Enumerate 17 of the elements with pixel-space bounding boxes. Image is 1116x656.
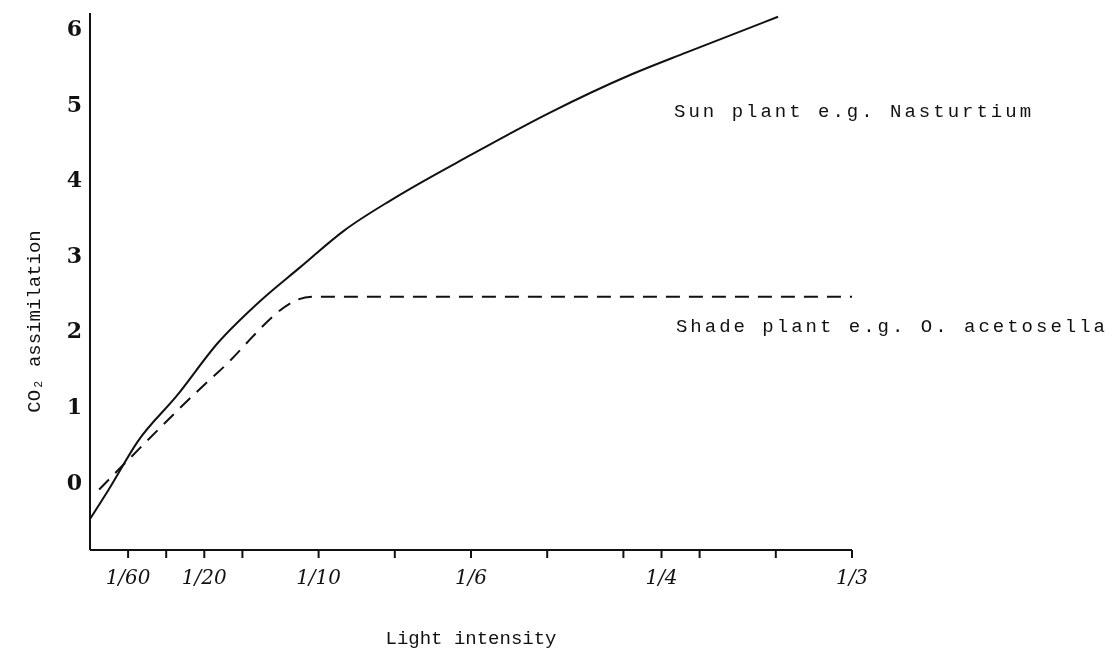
x-tick-label: 1/6 (454, 565, 488, 589)
series-label: Shade plant e.g. O. acetosella (675, 315, 1108, 338)
x-tick-label: 1/60 (105, 565, 151, 589)
x-tick-label: 1/3 (835, 565, 869, 589)
x-tick-label: 1/20 (181, 565, 228, 589)
x-tick-label: 1/10 (296, 565, 342, 589)
y-tick-label: 4 (66, 166, 82, 193)
text: Sun plant e.g. Nasturtium (674, 100, 1035, 123)
y-tick-label: 0 (66, 468, 82, 495)
y-tick-label: 3 (66, 241, 82, 268)
x-tick-label: 1/4 (645, 565, 678, 589)
y-tick-label: 1 (66, 393, 82, 420)
x-axis-title: Light intensity (385, 628, 557, 650)
y-tick-label: 6 (66, 14, 82, 41)
y-axis-title: CO₂ assimilation (24, 230, 46, 413)
y-tick-label: 5 (66, 90, 82, 117)
y-tick-label: 2 (66, 317, 82, 344)
